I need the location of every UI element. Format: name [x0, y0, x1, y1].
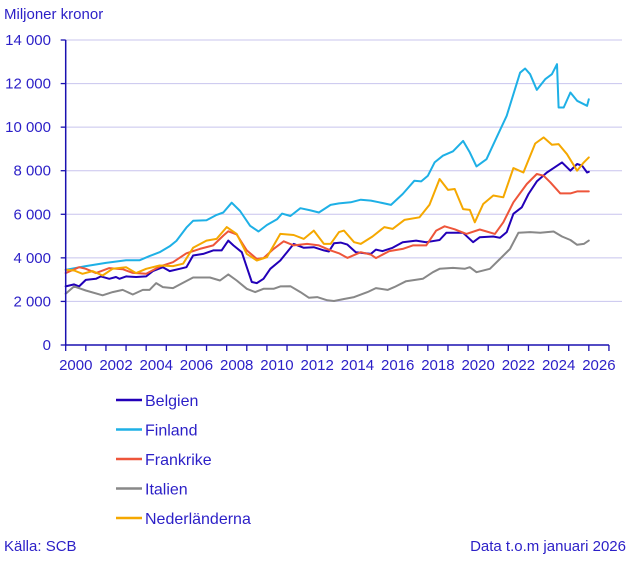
data-range-note: Data t.o.m januari 2026 — [470, 538, 626, 555]
legend-label: Italien — [145, 482, 188, 499]
x-axis-ticks: 2000 2002 2004 2006 2008 2010 2012 2014 2016 2018… — [59, 345, 616, 374]
y-axis-ticks: 0 2 000 4 000 6 000 8 000 10 000 12 000 14 000 — [5, 32, 66, 354]
series-line-belgien — [64, 161, 590, 288]
x-tick-label: 2022 — [502, 357, 535, 374]
x-tick-label: 2002 — [99, 357, 132, 374]
x-tick-label: 2018 — [421, 357, 454, 374]
series-line-nederländerna — [64, 136, 590, 277]
x-tick-label: 2006 — [180, 357, 213, 374]
series-line-italien — [64, 230, 590, 302]
legend-item-nederländerna: Nederländerna — [116, 511, 251, 528]
legend-item-frankrike: Frankrike — [116, 452, 212, 469]
x-tick-label: 2020 — [461, 357, 494, 374]
y-tick-label: 4 000 — [13, 250, 51, 267]
legend: Belgien Finland Frankrike Italien Nederlände… — [116, 393, 251, 528]
x-tick-label: 2024 — [542, 357, 575, 374]
legend-label: Nederländerna — [145, 511, 251, 528]
legend-item-italien: Italien — [116, 482, 188, 499]
y-tick-label: 14 000 — [5, 32, 51, 49]
y-tick-label: 6 000 — [13, 206, 51, 223]
y-axis-label: Miljoner kronor — [4, 6, 103, 23]
y-tick-label: 2 000 — [13, 293, 51, 310]
y-tick-label: 0 — [43, 337, 51, 354]
y-tick-label: 8 000 — [13, 163, 51, 180]
x-tick-label: 2016 — [381, 357, 414, 374]
x-tick-label: 2026 — [582, 357, 615, 374]
legend-label: Finland — [145, 423, 197, 440]
x-tick-label: 2008 — [220, 357, 253, 374]
y-tick-label: 12 000 — [5, 76, 51, 93]
x-tick-label: 2014 — [341, 357, 374, 374]
x-tick-label: 2004 — [140, 357, 173, 374]
x-tick-label: 2012 — [301, 357, 334, 374]
gridlines — [65, 39, 622, 302]
series-lines — [64, 63, 590, 302]
legend-label: Belgien — [145, 393, 198, 410]
series-line-finland — [64, 63, 590, 271]
legend-label: Frankrike — [145, 452, 212, 469]
legend-item-belgien: Belgien — [116, 393, 198, 410]
x-tick-label: 2010 — [260, 357, 293, 374]
axes — [64, 40, 609, 346]
source-note: Källa: SCB — [4, 538, 77, 555]
y-tick-label: 10 000 — [5, 119, 51, 136]
x-tick-label: 2000 — [59, 357, 92, 374]
legend-item-finland: Finland — [116, 423, 197, 440]
